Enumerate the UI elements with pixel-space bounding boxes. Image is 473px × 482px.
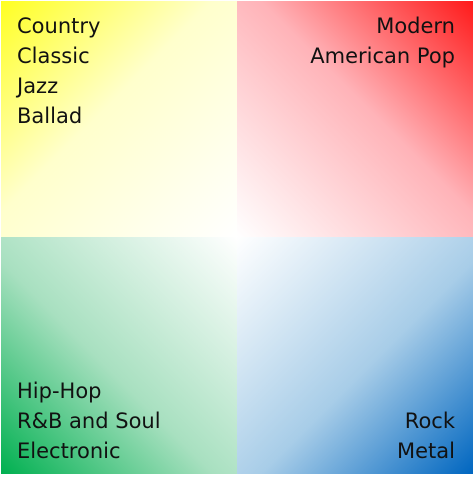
genre-label: Hip-Hop [17,379,102,403]
genre-label: American Pop [310,44,455,68]
genre-label: Electronic [17,439,121,463]
genre-label: Modern [376,14,455,38]
genre-label: R&B and Soul [17,409,161,433]
quadrant-top-left: Country Classic Jazz Ballad [1,1,237,237]
genre-label: Rock [404,409,455,433]
quadrant-bottom-left: Hip-Hop R&B and Soul Electronic [1,237,237,474]
genre-label: Jazz [17,74,59,98]
genre-label: Ballad [17,104,83,128]
quadrant-top-right: Modern American Pop [237,1,473,237]
genre-label: Metal [397,439,455,463]
genre-label: Classic [17,44,90,68]
genre-quadrant-grid: Country Classic Jazz Ballad Modern Ameri… [1,1,473,474]
genre-label: Country [17,14,101,38]
quadrant-bottom-right: Rock Metal [237,237,473,474]
